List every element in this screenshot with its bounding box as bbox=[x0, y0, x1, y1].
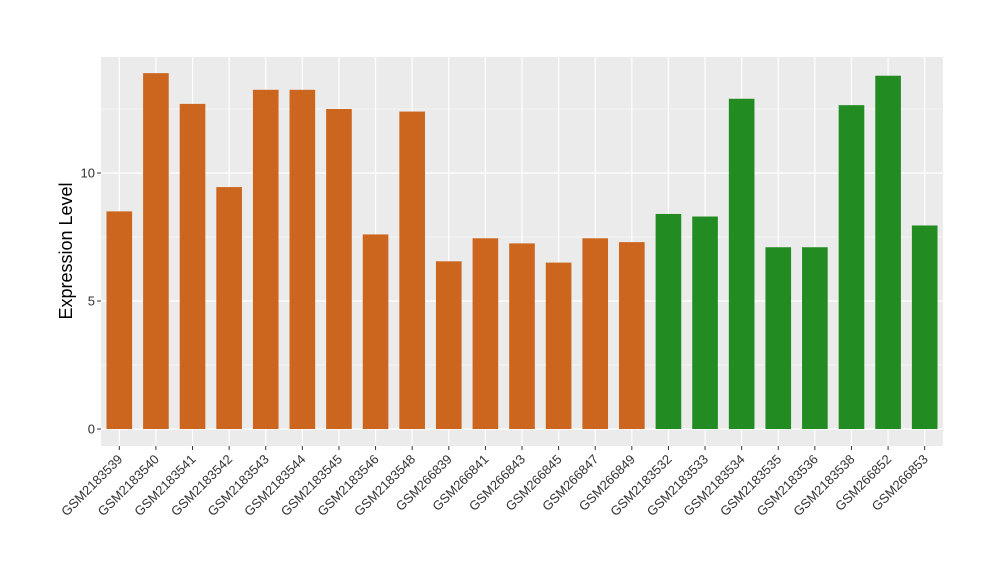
bar-GSM266849 bbox=[619, 242, 645, 429]
bar-GSM266843 bbox=[509, 243, 535, 429]
bar-GSM2183536 bbox=[802, 247, 828, 429]
y-tick-label: 0 bbox=[88, 422, 95, 437]
bar-GSM2183534 bbox=[728, 98, 755, 429]
y-axis: 0 5 10 bbox=[81, 166, 101, 437]
bar-GSM2183540 bbox=[143, 73, 169, 429]
y-tick-label: 5 bbox=[88, 294, 95, 309]
bar-GSM266853 bbox=[911, 225, 938, 429]
bars bbox=[106, 73, 938, 430]
y-tick-label: 10 bbox=[81, 166, 95, 181]
x-axis: GSM2183539GSM2183540GSM2183541GSM2183542… bbox=[58, 446, 931, 519]
bar-GSM2183533 bbox=[692, 216, 718, 429]
bar-GSM266845 bbox=[545, 262, 572, 429]
bar-GSM2183532 bbox=[655, 213, 682, 429]
bar-GSM2183539 bbox=[106, 211, 133, 429]
bar-GSM2183546 bbox=[362, 234, 389, 429]
bar-GSM266847 bbox=[582, 238, 609, 429]
y-axis-title: Expression Level bbox=[56, 182, 76, 319]
bar-GSM2183544 bbox=[289, 89, 316, 430]
bar-GSM266841 bbox=[472, 238, 499, 429]
bar-GSM266839 bbox=[435, 261, 462, 429]
bar-GSM2183538 bbox=[838, 105, 865, 429]
bar-GSM2183542 bbox=[216, 187, 242, 429]
bar-GSM266852 bbox=[875, 75, 901, 429]
bar-GSM2183541 bbox=[179, 103, 206, 429]
bar-GSM2183548 bbox=[399, 111, 425, 429]
bar-GSM2183543 bbox=[252, 89, 279, 430]
bar-GSM2183545 bbox=[326, 109, 352, 429]
bar-GSM2183535 bbox=[765, 247, 792, 429]
